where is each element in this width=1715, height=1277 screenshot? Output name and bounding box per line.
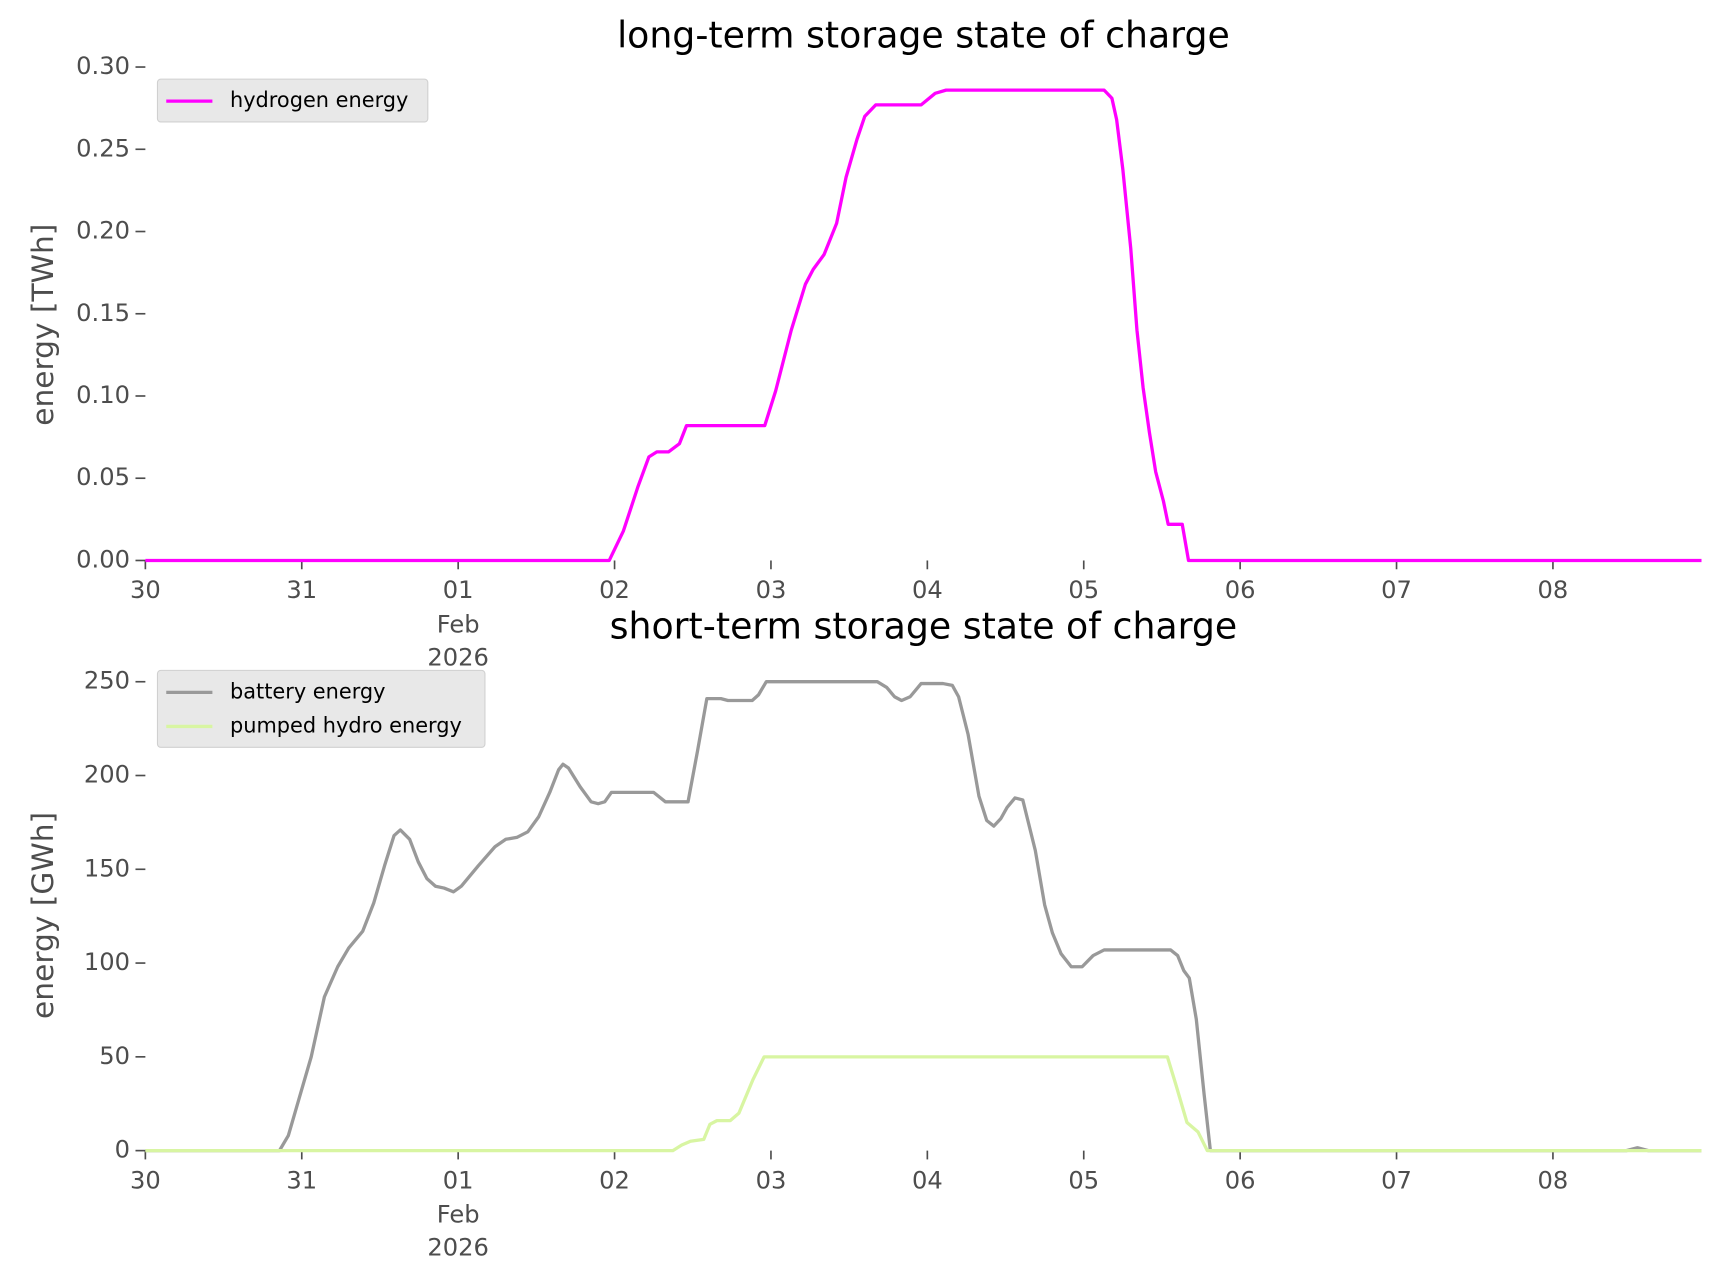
x-tick-label: 08: [1538, 1166, 1569, 1194]
legend-label: hydrogen energy: [230, 88, 408, 112]
y-tick-label: 250: [84, 667, 130, 695]
y-tick-label: 0.25: [76, 134, 130, 162]
x-tick-sublabel: 2026: [427, 643, 488, 671]
series-line: [145, 1055, 1702, 1153]
legend-box: [156, 669, 486, 748]
x-tick-label: 07: [1381, 1166, 1412, 1194]
y-tick-label: 150: [84, 854, 130, 882]
x-tick-label: 01: [443, 576, 474, 604]
legend-label: battery energy: [230, 679, 386, 703]
y-tick-label: 0.15: [76, 299, 130, 327]
x-tick-label: 08: [1538, 576, 1569, 604]
y-tick-label: 0.30: [76, 52, 130, 80]
x-tick-sublabel: Feb: [437, 1200, 480, 1228]
y-tick-label: 100: [84, 948, 130, 976]
x-tick-label: 06: [1225, 1166, 1256, 1194]
x-tick-label: 02: [599, 576, 630, 604]
x-tick-label: 03: [756, 1166, 787, 1194]
x-tick-label: 31: [286, 576, 317, 604]
x-tick-label: 07: [1381, 576, 1412, 604]
legend-box: [156, 78, 429, 123]
chart-panel: long-term storage state of charge energy …: [25, 13, 1702, 671]
x-tick-label: 31: [286, 1166, 317, 1194]
y-tick-label: 0.20: [76, 217, 130, 245]
y-tick-label: 200: [84, 761, 130, 789]
series-line: [145, 88, 1702, 563]
x-tick-sublabel: Feb: [437, 610, 480, 638]
x-tick-label: 01: [443, 1166, 474, 1194]
chart-title: long-term storage state of charge: [617, 13, 1230, 56]
y-tick-label: 50: [99, 1042, 130, 1070]
chart-title: short-term storage state of charge: [610, 605, 1238, 648]
y-tick-label: 0.00: [76, 545, 130, 573]
series-line: [145, 680, 1702, 1153]
x-tick-label: 03: [756, 576, 787, 604]
x-tick-label: 30: [130, 1166, 161, 1194]
y-axis-label: energy [TWh]: [25, 224, 60, 426]
x-tick-sublabel: 2026: [427, 1233, 488, 1261]
y-tick-label: 0.05: [76, 463, 130, 491]
x-tick-label: 02: [599, 1166, 630, 1194]
x-tick-label: 04: [912, 1166, 943, 1194]
x-tick-label: 05: [1068, 1166, 1099, 1194]
legend-label: pumped hydro energy: [230, 713, 462, 737]
x-tick-label: 05: [1068, 576, 1099, 604]
y-tick-label: 0: [115, 1136, 130, 1164]
x-tick-label: 30: [130, 576, 161, 604]
x-tick-label: 06: [1225, 576, 1256, 604]
x-tick-label: 04: [912, 576, 943, 604]
y-axis-label: energy [GWh]: [25, 812, 60, 1019]
chart-panel: short-term storage state of charge energy…: [25, 605, 1702, 1261]
y-tick-label: 0.10: [76, 381, 130, 409]
